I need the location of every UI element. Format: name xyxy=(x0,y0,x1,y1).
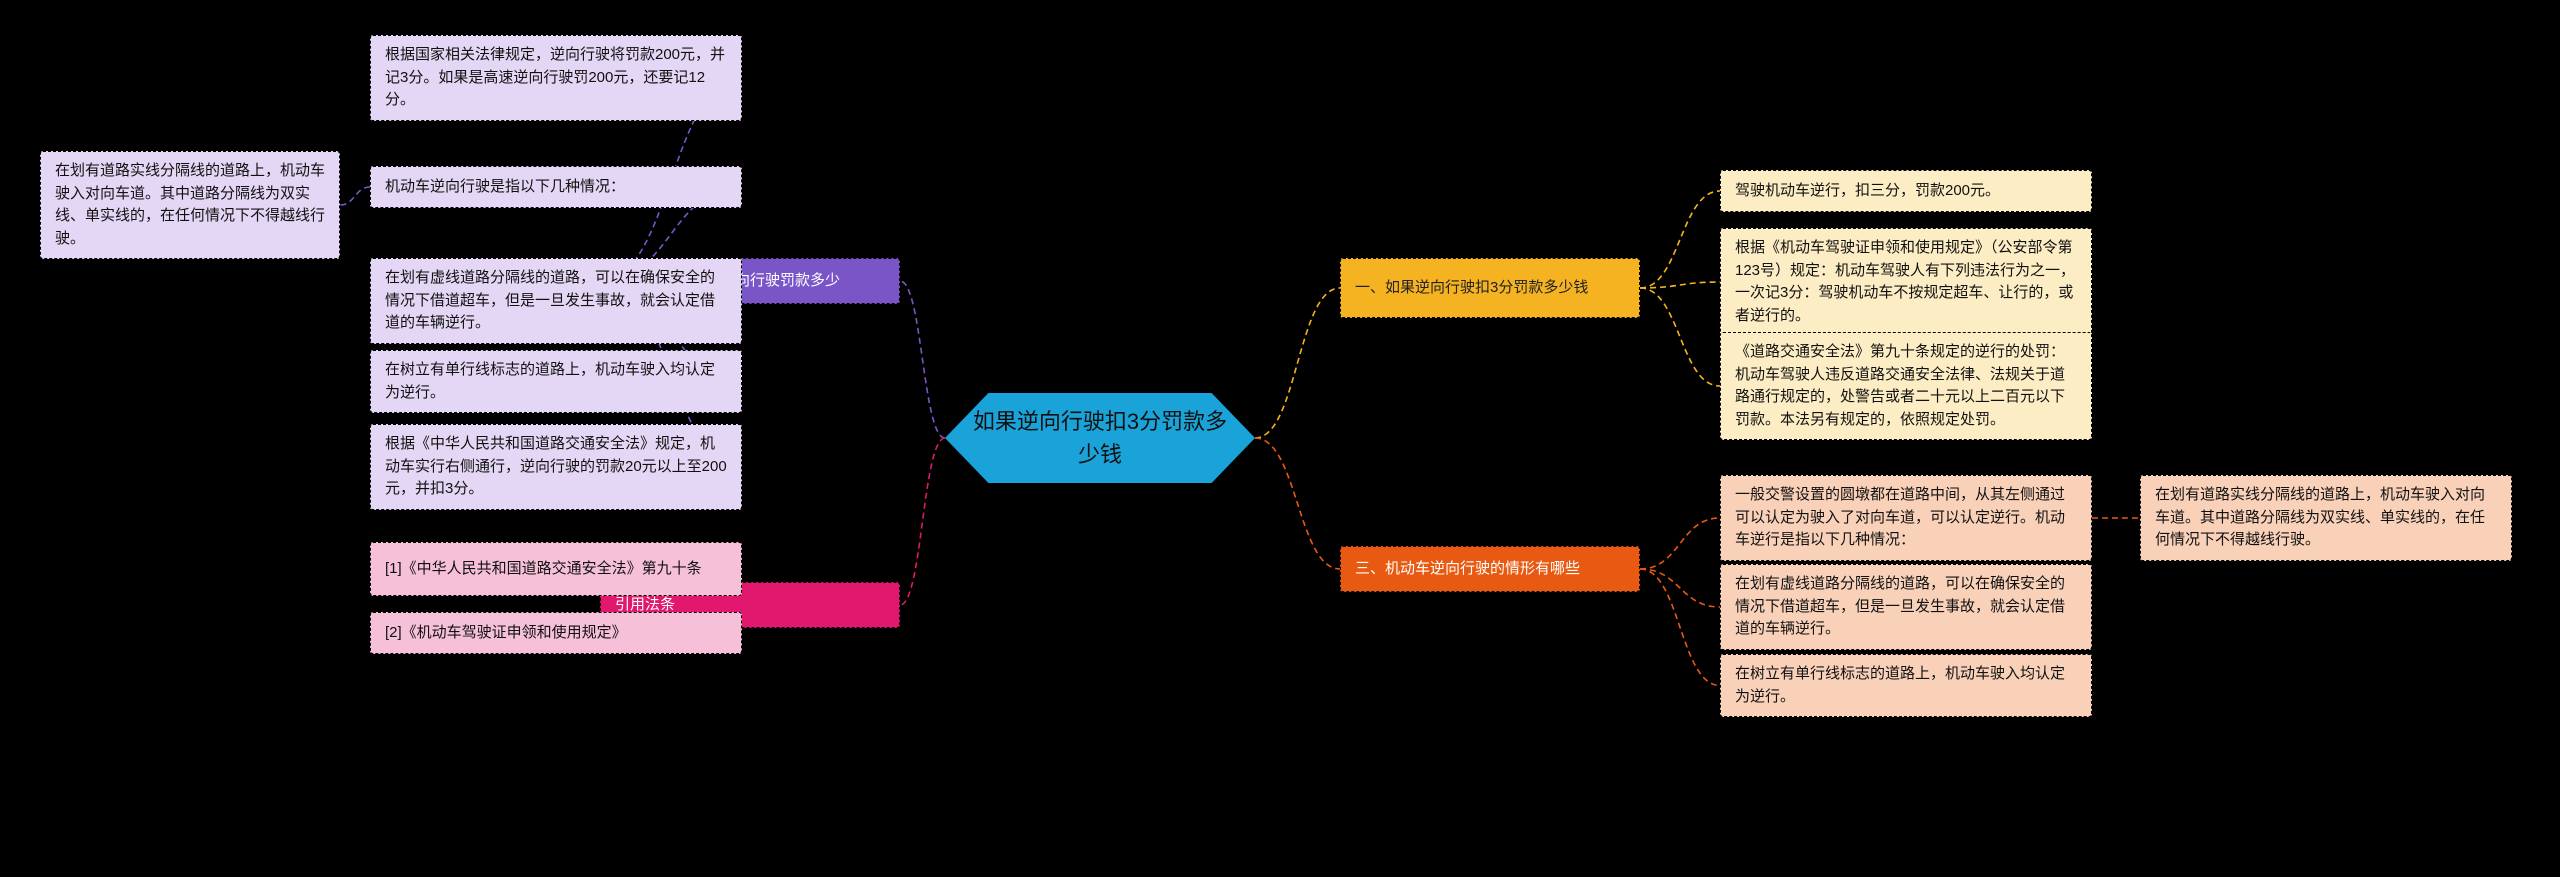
leaf-l1-2: 在划有虚线道路分隔线的道路，可以在确保安全的情况下借道超车，但是一旦发生事故，就… xyxy=(370,258,742,344)
subleaf-r2-0-0: 在划有道路实线分隔线的道路上，机动车驶入对向车道。其中道路分隔线为双实线、单实线… xyxy=(2140,475,2512,561)
mindmap-canvas: 如果逆向行驶扣3分罚款多少钱 一、如果逆向行驶扣3分罚款多少钱 驾驶机动车逆行，扣三… xyxy=(0,0,2560,877)
leaf-r1-1: 根据《机动车驾驶证申领和使用规定》（公安部令第123号）规定：机动车驾驶人有下列… xyxy=(1720,228,2092,336)
leaf-r1-0: 驾驶机动车逆行，扣三分，罚款200元。 xyxy=(1720,170,2092,212)
leaf-r1-2: 《道路交通安全法》第九十条规定的逆行的处罚：机动车驾驶人违反道路交通安全法律、法… xyxy=(1720,332,2092,440)
leaf-r2-0: 一般交警设置的圆墩都在道路中间，从其左侧通过可以认定为驶入了对向车道，可以认定逆… xyxy=(1720,475,2092,561)
leaf-l1-1: 机动车逆向行驶是指以下几种情况： xyxy=(370,166,742,208)
leaf-l1-0: 根据国家相关法律规定，逆向行驶将罚款200元，并记3分。如果是高速逆向行驶罚20… xyxy=(370,35,742,121)
branch-r1: 一、如果逆向行驶扣3分罚款多少钱 xyxy=(1340,258,1640,318)
subleaf-l1-1-0: 在划有道路实线分隔线的道路上，机动车驶入对向车道。其中道路分隔线为双实线、单实线… xyxy=(40,151,340,259)
root-node: 如果逆向行驶扣3分罚款多少钱 xyxy=(945,393,1255,483)
leaf-r2-1: 在划有虚线道路分隔线的道路，可以在确保安全的情况下借道超车，但是一旦发生事故，就… xyxy=(1720,564,2092,650)
leaf-l2-1: [2]《机动车驾驶证申领和使用规定》 xyxy=(370,612,742,654)
leaf-l1-3: 在树立有单行线标志的道路上，机动车驶入均认定为逆行。 xyxy=(370,350,742,413)
leaf-r2-2: 在树立有单行线标志的道路上，机动车驶入均认定为逆行。 xyxy=(1720,654,2092,717)
leaf-l2-0: [1]《中华人民共和国道路交通安全法》第九十条 xyxy=(370,542,742,596)
branch-r2: 三、机动车逆向行驶的情形有哪些 xyxy=(1340,546,1640,592)
leaf-l1-4: 根据《中华人民共和国道路交通安全法》规定，机动车实行右侧通行，逆向行驶的罚款20… xyxy=(370,424,742,510)
